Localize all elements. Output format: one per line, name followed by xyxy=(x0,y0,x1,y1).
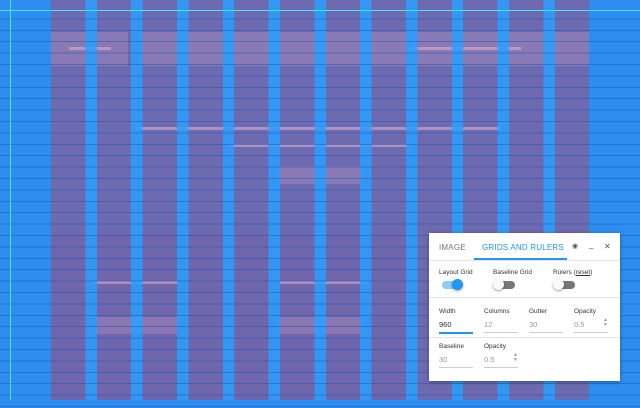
width-input[interactable]: 960 xyxy=(439,320,473,334)
baseline-input[interactable]: 30 xyxy=(439,355,473,368)
spinner-icon[interactable]: ▲ ▼ xyxy=(513,352,518,363)
gutter-input[interactable]: 30 xyxy=(529,320,563,333)
spinner-icon[interactable]: ▲ ▼ xyxy=(603,317,608,328)
tab-image[interactable]: IMAGE xyxy=(439,243,466,252)
baseline-opacity-input[interactable]: 0.5 ▲ ▼ xyxy=(484,352,518,368)
rulers-reset-link[interactable]: reset xyxy=(575,269,591,276)
close-icon[interactable]: ✕ xyxy=(604,242,611,251)
layout-grid-label: Layout Grid xyxy=(439,269,473,276)
baseline-grid-toggle[interactable] xyxy=(493,279,515,290)
baseline-label: Baseline xyxy=(439,343,464,350)
rulers-toggle[interactable] xyxy=(553,279,575,290)
columns-input[interactable]: 12 xyxy=(484,320,518,333)
divider xyxy=(429,297,620,298)
baseline-opacity-label: Opacity xyxy=(484,343,507,350)
grids-panel: IMAGE GRIDS AND RULERS ◉ _ ✕ Layout Grid… xyxy=(429,233,620,381)
vertical-ruler-line[interactable] xyxy=(10,0,11,400)
opacity-label: Opacity xyxy=(574,308,597,315)
gutter-label: Gutter xyxy=(529,308,548,315)
tab-grids-and-rulers[interactable]: GRIDS AND RULERS xyxy=(482,243,564,252)
baseline-grid-label: Baseline Grid xyxy=(493,269,533,276)
eye-off-icon[interactable]: ◉ xyxy=(572,243,579,250)
layout-grid-toggle[interactable] xyxy=(442,279,463,290)
horizontal-ruler-line[interactable] xyxy=(0,10,640,11)
columns-label: Columns xyxy=(484,308,510,315)
minimize-icon[interactable]: _ xyxy=(589,240,594,249)
active-tab-indicator xyxy=(474,258,567,260)
opacity-input[interactable]: 0.5 ▲ ▼ xyxy=(574,317,608,333)
rulers-label: Rulers xyxy=(553,269,572,276)
width-label: Width xyxy=(439,308,456,315)
divider xyxy=(429,337,620,338)
panel-tabs: IMAGE GRIDS AND RULERS ◉ _ ✕ xyxy=(429,233,620,261)
